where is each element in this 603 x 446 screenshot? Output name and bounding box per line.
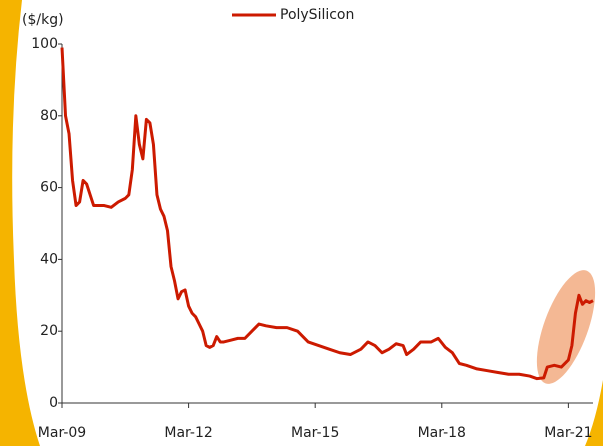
- y-tick-label: 20: [40, 323, 58, 339]
- x-tick-label: Mar-12: [164, 425, 212, 441]
- y-tick-label: 40: [40, 251, 58, 267]
- background-edge: [0, 0, 40, 446]
- x-tick-label: Mar-09: [38, 425, 86, 441]
- x-tick-label: Mar-15: [291, 425, 339, 441]
- y-tick-label: 100: [31, 36, 58, 52]
- x-tick-label: Mar-18: [418, 425, 466, 441]
- y-axis-label: ($/kg): [22, 12, 64, 28]
- y-tick-label: 60: [40, 180, 58, 196]
- highlight: [536, 270, 596, 384]
- y-tick-label: 80: [40, 108, 58, 124]
- legend-label: PolySilicon: [280, 7, 354, 23]
- x-tick-label: Mar-21: [544, 425, 592, 441]
- line: [60, 47, 594, 381]
- background-edge: [585, 0, 603, 446]
- y-tick-label: 0: [49, 395, 58, 411]
